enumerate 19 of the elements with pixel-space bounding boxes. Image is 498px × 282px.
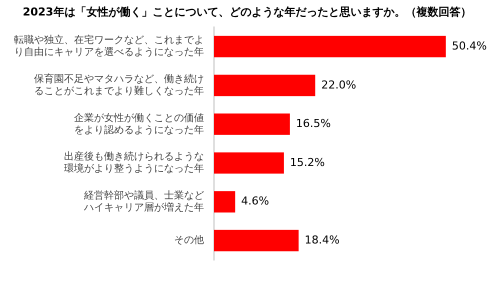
data-label: 50.4% (452, 39, 487, 52)
bar (214, 36, 446, 58)
bar (214, 191, 236, 212)
y-tick-label: 企業が女性が働くことの価値をより認めるようになった年 (74, 112, 204, 136)
y-tick-label: 保育園不足やマタハラなど、働き続けることがこれまでより難しくなった年 (34, 72, 204, 97)
bar (214, 74, 316, 96)
y-tick-label: 経営幹部や議員、士業などハイキャリア層が増えた年 (83, 189, 204, 214)
data-label: 15.2% (290, 156, 325, 169)
data-label: 4.6% (241, 194, 270, 208)
data-label: 16.5% (296, 117, 331, 130)
y-tick-label: 転職や独立、在宅ワークなど、これまでより自由にキャリアを選べるようになった年 (14, 34, 204, 58)
y-tick-label: 出産後も働き続けられるような環境がより整うようになった年 (64, 150, 204, 175)
data-label: 18.4% (304, 233, 340, 246)
data-label: 22.0% (321, 78, 356, 92)
bar (214, 152, 284, 174)
bar (214, 114, 290, 135)
y-tick-label: その他 (174, 234, 204, 246)
chart-title: 2023年は「女性が働く」ことについて、どのような年だったと思いますか。（複数回答） (22, 5, 472, 18)
bar (214, 230, 299, 252)
